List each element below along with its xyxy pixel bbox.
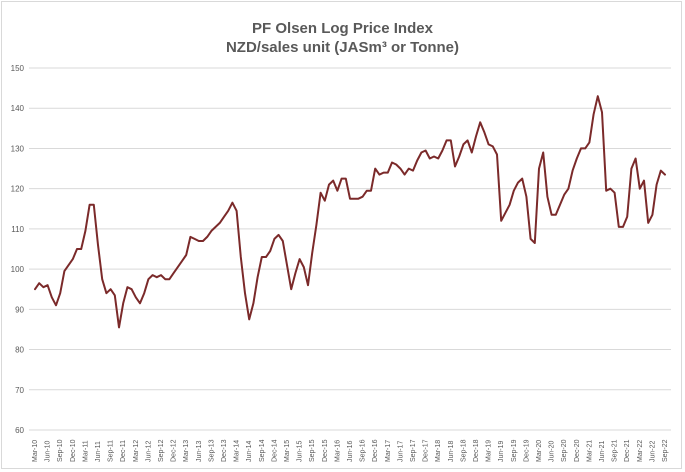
x-tick-label: Mar-12: [133, 440, 140, 462]
x-tick-label: Sep-12: [158, 439, 165, 462]
x-tick-label: Mar-13: [183, 440, 190, 462]
x-tick-label: Mar-21: [586, 440, 593, 462]
y-tick-label: 140: [11, 104, 25, 113]
y-axis: 60 70 80 90 100 110 120 130 140 150: [11, 64, 25, 435]
x-tick-label: Mar-20: [536, 440, 543, 462]
x-tick-label: Dec-14: [271, 439, 278, 462]
x-tick-label: Mar-19: [486, 440, 493, 462]
x-tick-label: Dec-19: [523, 439, 530, 462]
x-tick-label: Mar-15: [284, 440, 291, 462]
x-tick-label: Jun-20: [549, 440, 556, 462]
x-tick-label: Dec-20: [574, 439, 581, 462]
y-tick-label: 130: [11, 144, 25, 153]
x-tick-label: Dec-11: [120, 440, 127, 462]
x-tick-label: Sep-22: [662, 439, 669, 462]
x-tick-label: Dec-13: [221, 439, 228, 462]
y-tick-label: 100: [11, 265, 25, 274]
x-tick-label: Sep-21: [612, 439, 619, 462]
x-tick-label: Sep-10: [57, 439, 64, 462]
x-tick-label: Sep-19: [511, 439, 518, 462]
x-tick-label: Dec-12: [171, 439, 178, 462]
x-tick-label: Jun-11: [95, 441, 102, 462]
x-tick-label: Jun-19: [498, 440, 505, 462]
x-tick-label: Sep-20: [561, 439, 568, 462]
y-tick-label: 90: [15, 305, 24, 314]
x-tick-label: Jun-12: [145, 440, 152, 462]
x-tick-label: Jun-16: [347, 440, 354, 462]
x-axis: Mar-10 Jun-10 Sep-10 Dec-10 Mar-11 Jun-11 Sep-…: [32, 439, 669, 462]
x-tick-label: Dec-16: [372, 439, 379, 462]
x-tick-label: Mar-18: [435, 440, 442, 462]
x-tick-label: Sep-17: [410, 439, 417, 462]
y-tick-label: 70: [15, 386, 24, 395]
x-tick-label: Sep-13: [208, 439, 215, 462]
plot-area: [34, 95, 666, 329]
y-tick-label: 150: [11, 64, 25, 73]
y-tick-label: 60: [15, 426, 24, 435]
chart-subtitle: NZD/sales unit (JASm³ or Tonne): [225, 39, 460, 56]
x-tick-label: Mar-11: [82, 440, 89, 462]
x-tick-label: Dec-17: [423, 439, 430, 462]
x-tick-label: Dec-10: [70, 439, 77, 462]
x-tick-label: Jun-13: [196, 440, 203, 462]
x-tick-label: Dec-18: [473, 439, 480, 462]
x-tick-label: Jun-18: [448, 440, 455, 462]
x-tick-label: Mar-22: [637, 440, 644, 462]
x-tick-label: Sep-15: [309, 439, 316, 462]
x-tick-label: Mar-10: [32, 440, 39, 462]
x-tick-label: Jun-14: [246, 440, 253, 462]
x-tick-label: Dec-15: [322, 439, 329, 462]
x-tick-label: Mar-14: [234, 440, 241, 462]
x-tick-label: Jun-21: [599, 440, 606, 462]
y-tick-label: 110: [11, 225, 24, 234]
y-tick-label: 120: [11, 185, 25, 194]
series-line: [34, 95, 666, 329]
x-tick-label: Dec-21: [624, 439, 631, 462]
x-tick-label: Sep-18: [460, 439, 467, 462]
x-tick-label: Jun-22: [649, 440, 656, 462]
x-tick-label: Sep-16: [360, 439, 367, 462]
x-tick-label: Jun-17: [397, 440, 404, 462]
x-tick-label: Jun-15: [297, 440, 304, 462]
chart-title: PF Olsen Log Price Index: [252, 20, 433, 37]
y-tick-label: 80: [15, 346, 24, 355]
x-tick-label: Sep-11: [108, 440, 115, 462]
x-tick-label: Sep-14: [259, 439, 266, 462]
x-tick-label: Mar-17: [385, 440, 392, 462]
gridlines: [29, 67, 671, 431]
x-tick-label: Jun-10: [45, 440, 52, 462]
x-tick-label: Mar-16: [334, 440, 341, 462]
